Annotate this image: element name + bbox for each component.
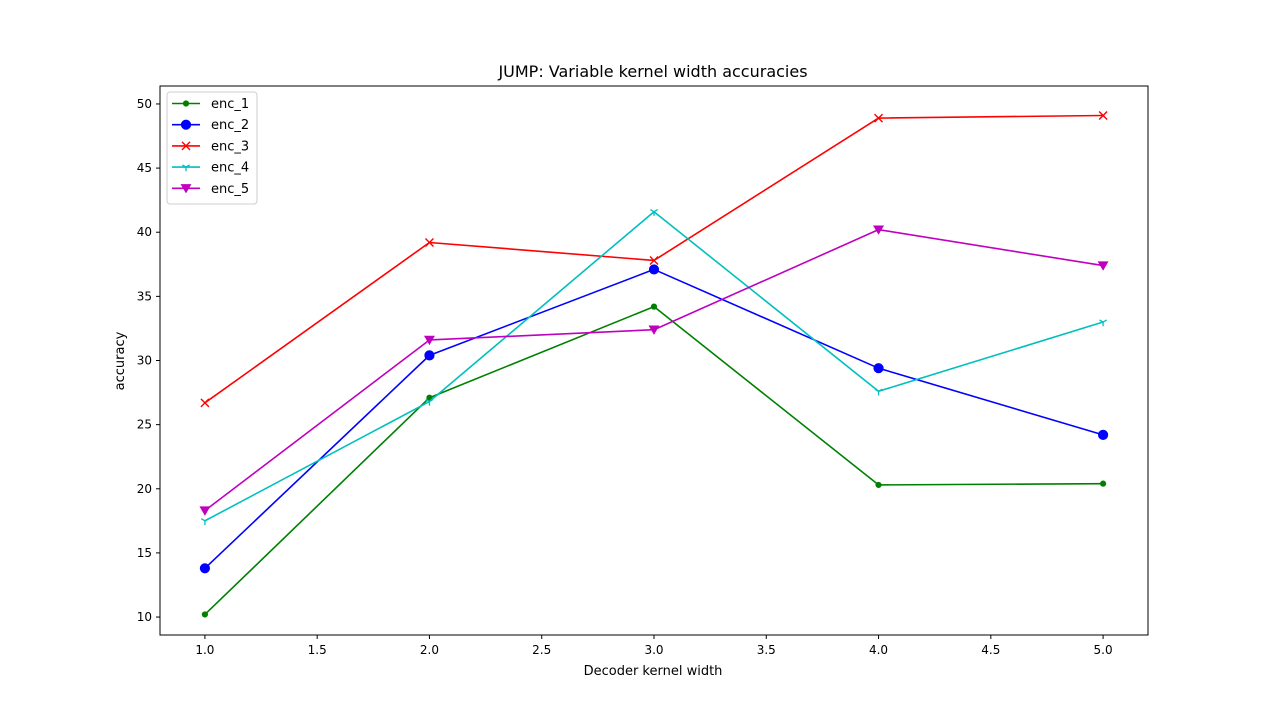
y-tick-label: 25: [137, 418, 152, 432]
y-tick-label: 30: [137, 354, 152, 368]
x-tick-label: 4.5: [981, 643, 1000, 657]
legend-label: enc_1: [211, 97, 249, 112]
legend-item: enc_2: [172, 118, 249, 133]
data-point-enc_5: [199, 506, 211, 516]
y-tick-label: 40: [137, 225, 152, 239]
data-point-enc_3: [424, 237, 434, 247]
x-tick-label: 1.0: [195, 643, 214, 657]
data-point-enc_3: [1098, 111, 1108, 120]
axis-ticks: 1.0 1.5 2.0 2.5 3.0 3.5 4.0 4.5 5.0 10 15 20 25 30 35 4…: [137, 97, 1113, 657]
legend-item: enc_4: [172, 161, 249, 176]
y-tick-label: 15: [137, 546, 152, 560]
data-point-enc_5: [1097, 261, 1109, 271]
data-point-enc_2: [873, 363, 884, 374]
legend-frame: [166, 91, 258, 205]
y-tick-label: 45: [137, 161, 152, 175]
data-point-enc_1: [426, 394, 433, 401]
series-enc_3: [200, 111, 1108, 408]
x-axis-label: Decoder kernel width: [584, 664, 723, 679]
data-point-enc_5: [873, 225, 885, 235]
legend-item: enc_1: [172, 97, 249, 112]
data-point-enc_2: [424, 350, 435, 361]
y-tick-label: 20: [137, 482, 152, 496]
legend-label: enc_2: [211, 118, 249, 133]
data-point-enc_1: [201, 611, 209, 618]
data-point-enc_1: [650, 303, 658, 310]
legend-marker: [182, 164, 190, 172]
data-point-enc_4: [200, 518, 209, 526]
data-point-enc_4: [650, 209, 658, 216]
data-point-enc_2: [1097, 429, 1109, 440]
x-tick-label: 4.0: [869, 643, 888, 657]
x-tick-label: 2.5: [532, 643, 551, 657]
legend-marker: [182, 100, 190, 107]
y-tick-label: 50: [137, 97, 152, 111]
series-layer: [199, 111, 1109, 618]
plot-frame: [159, 85, 1149, 636]
data-point-enc_3: [649, 255, 659, 265]
series-enc_5: [199, 225, 1109, 516]
legend-label: enc_3: [211, 139, 249, 154]
x-tick-label: 3.5: [757, 643, 776, 657]
legend-item: enc_3: [172, 139, 249, 154]
x-tick-label: 1.5: [308, 643, 327, 657]
data-point-enc_2: [199, 563, 211, 574]
data-point-enc_3: [874, 113, 884, 123]
y-tick-label: 35: [137, 289, 152, 303]
legend-marker: [180, 184, 192, 194]
x-tick-label: 5.0: [1094, 643, 1113, 657]
data-point-enc_2: [648, 264, 660, 275]
data-point-enc_3: [200, 398, 210, 408]
chart-title: JUMP: Variable kernel width accuracies: [497, 62, 807, 81]
series-enc_2: [199, 264, 1109, 574]
data-point-enc_5: [648, 325, 660, 335]
legend-label: enc_5: [211, 182, 249, 197]
x-tick-label: 2.0: [420, 643, 439, 657]
series-enc_4: [200, 209, 1108, 526]
data-point-enc_4: [874, 388, 883, 396]
data-point-enc_4: [1099, 319, 1108, 327]
data-point-enc_1: [875, 481, 882, 489]
x-tick-label: 3.0: [644, 643, 663, 657]
legend-label: enc_4: [211, 161, 249, 176]
series-enc_1: [201, 303, 1107, 618]
legend-marker: [180, 119, 192, 130]
y-axis-label: accuracy: [113, 331, 128, 390]
legend: enc_1 enc_2 enc_3 enc_4 enc_5: [166, 91, 258, 205]
legend-item: enc_5: [172, 182, 249, 197]
y-tick-label: 10: [137, 610, 152, 624]
data-point-enc_5: [423, 335, 435, 346]
legend-marker: [181, 141, 191, 151]
data-point-enc_4: [425, 398, 434, 406]
data-point-enc_1: [1099, 480, 1107, 487]
